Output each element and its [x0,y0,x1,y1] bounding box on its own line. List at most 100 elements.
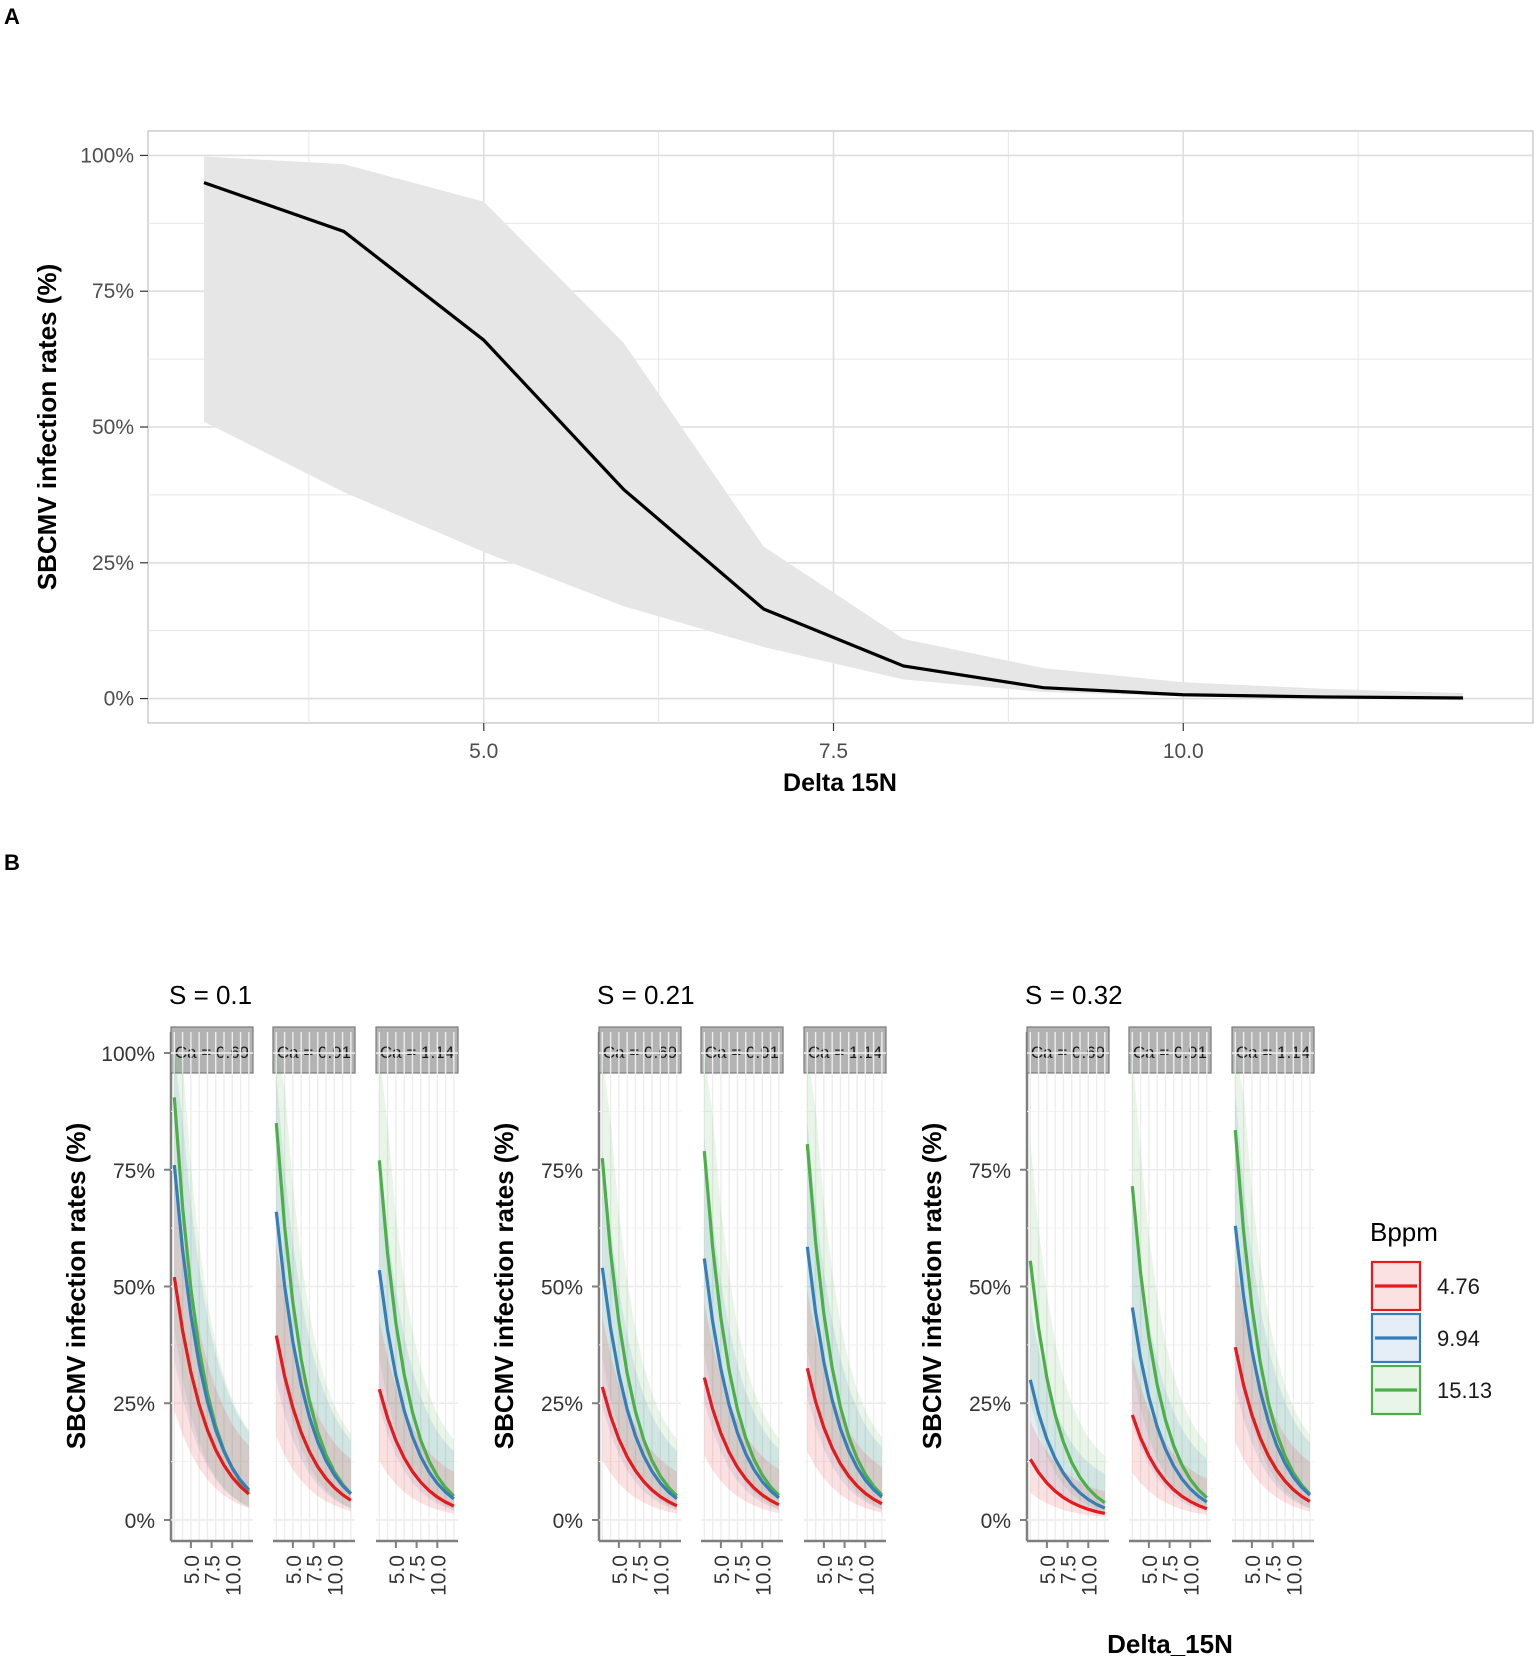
facet-y-tick-label: 100% [101,1043,155,1066]
facet-x-tick-label: 10.0 [855,1555,878,1596]
facet-strip [272,1026,356,1074]
facet-x-tick-label: 7.5 [732,1555,755,1584]
facet-ribbon [704,1303,779,1514]
panel-b-chart: S = 0.1 0% 25% 50% 75% 100% SBCMV infection ra… [61,980,1315,1658]
bppm-legend: Bppm 4.76 9.94 15.13 [1370,1217,1492,1416]
facet-group-title: S = 0.32 [1025,980,1123,1010]
facet-x-tick-label: 7.5 [835,1555,858,1584]
panel-a-y-tick-label: 75% [92,280,134,303]
facet-ribbon [602,1150,677,1511]
facet-y-tick-label: 25% [113,1393,155,1416]
facet-line [377,1269,455,1501]
facet-group-title: S = 0.21 [597,980,695,1010]
facet-strip [803,1026,887,1074]
panel-a-fit-line [203,181,1464,700]
panel-a-x-tick-label: 10.0 [1163,740,1204,763]
panel-a-chart: 0% 25% 50% 75% 100% 5.0 7.5 10.0 Delta 15N SBC… [32,130,1534,797]
facet-line [1130,1307,1208,1504]
facet-x-tick-label: 5.0 [814,1555,837,1584]
facet-ribbon [704,1053,779,1509]
facet-panel: Ca = 0.915.07.510.0 [272,1026,356,1596]
facet-x-tick-label: 7.5 [407,1555,430,1584]
facet-x-tick-label: 5.0 [386,1555,409,1584]
facet-panel: Ca = 0.695.07.510.0 [598,1026,682,1596]
legend-item: 15.13 [1370,1364,1492,1416]
facet-x-tick-label: 10.0 [1180,1555,1203,1596]
facet-strip [375,1026,459,1074]
facet-y-tick-label: 0% [981,1510,1011,1533]
facet-y-tick-label: 75% [969,1160,1011,1183]
facet-ribbon [1235,1093,1310,1509]
facet-ribbon [379,1154,454,1511]
facet-y-tick-label: 0% [553,1510,583,1533]
facet-group: S = 0.21 0% 25% 50% 75% SBCMV infection rates… [489,980,887,1596]
facet-group-y-axis-title: SBCMV infection rates (%) [489,1123,519,1450]
facet-y-tick-label: 0% [125,1510,155,1533]
legend-item: 4.76 [1370,1260,1480,1312]
facet-ribbon [1235,1261,1310,1512]
facet-ribbon [602,1317,677,1514]
facet-line [702,1150,781,1497]
facet-x-tick-label: 5.0 [609,1555,632,1584]
facet-strip [1026,1026,1110,1074]
facet-x-tick-label: 7.5 [304,1555,327,1584]
facet-ribbon [704,1138,779,1511]
facet-line [1028,1379,1106,1510]
facet-line [600,1157,679,1498]
facet-x-tick-label: 5.0 [1037,1555,1060,1584]
facet-line [172,1276,250,1496]
facet-line [274,1211,352,1496]
facet-line [702,1258,780,1500]
panel-a-y-axis-title: SBCMV infection rates (%) [32,264,62,591]
legend-label: 9.94 [1437,1326,1480,1351]
facet-y-tick-label: 25% [541,1393,583,1416]
facet-y-tick-label: 50% [969,1277,1011,1300]
facet-x-tick-label: 7.5 [202,1555,225,1584]
facet-x-tick-label: 7.5 [1160,1555,1183,1584]
facet-group-y-axis-title: SBCMV infection rates (%) [61,1123,91,1450]
facet-ribbon [1132,1205,1207,1512]
facet-x-tick-label: 10.0 [650,1555,673,1596]
facet-group: S = 0.1 0% 25% 50% 75% 100% SBCMV infection ra… [61,980,459,1596]
facet-group-y-axis-title: SBCMV infection rates (%) [917,1123,947,1450]
facet-ribbon [379,1320,454,1514]
facet-ribbon [1030,1307,1105,1515]
facet-x-tick-label: 10.0 [1283,1555,1306,1596]
facet-strip [1231,1026,1315,1074]
facet-ribbon [276,1073,351,1509]
facet-y-tick-label: 75% [541,1160,583,1183]
facet-ribbon [276,1244,351,1512]
panel-a-x-ticks: 5.0 7.5 10.0 [469,723,1204,763]
facet-x-tick-label: 5.0 [1139,1555,1162,1584]
panel-a-y-tick-label: 50% [92,416,134,439]
legend-label: 15.13 [1437,1378,1492,1403]
facet-y-tick-label: 25% [969,1393,1011,1416]
facet-line [1233,1346,1311,1503]
panel-a-y-tick-label: 100% [80,144,134,167]
facet-panel: Ca = 1.145.07.510.0 [1231,1026,1315,1596]
facet-x-tick-label: 7.5 [630,1555,653,1584]
facet-line [1130,1414,1208,1511]
facet-ribbon [1132,1053,1207,1510]
facet-strip [1128,1026,1212,1074]
facet-x-tick-label: 10.0 [427,1555,450,1596]
facet-line [600,1267,678,1500]
panel-a-confidence-ribbon [203,156,1464,699]
legend-items: 4.76 9.94 15.13 [1370,1260,1492,1416]
facet-strip [700,1026,784,1074]
facet-ribbon [807,1053,882,1509]
facet-x-tick-label: 7.5 [1263,1555,1286,1584]
facet-panel: Ca = 1.145.07.510.0 [803,1026,887,1596]
facet-ribbon [276,1053,351,1509]
facet-x-tick-label: 10.0 [1078,1555,1101,1596]
facet-line [274,1335,352,1502]
facet-ribbon [807,1121,882,1510]
facet-line [805,1246,883,1499]
facet-panel: Ca = 0.915.07.510.0 [700,1026,784,1596]
legend-title: Bppm [1370,1217,1438,1247]
facet-strip [598,1026,682,1074]
facet-ribbon [379,1053,454,1510]
panel-a-y-ticks: 0% 25% 50% 75% 100% [80,144,148,711]
facet-line [172,1164,251,1492]
